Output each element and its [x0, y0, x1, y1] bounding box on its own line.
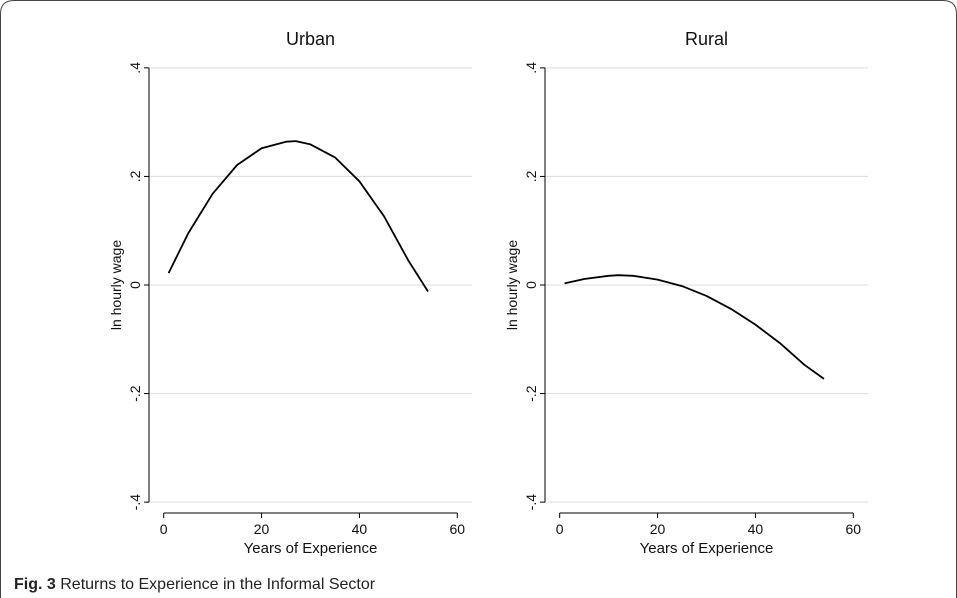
rural-y-tick-label-3: .2 — [523, 170, 539, 182]
urban-x-axis-label: Years of Experience — [244, 540, 378, 557]
urban-y-tick-label-1: -.2 — [127, 385, 143, 402]
rural-y-tick-label-4: .4 — [523, 62, 539, 74]
rural-series-line-0 — [564, 274, 825, 380]
rural-x-tick-label-0: 0 — [556, 521, 564, 537]
urban-y-tick-label-2: 0 — [127, 281, 143, 289]
rural-x-tick-label-2: 40 — [748, 521, 764, 537]
urban-series-line-0 — [167, 140, 429, 292]
figure-caption: Fig. 3 Returns to Experience in the Info… — [14, 576, 375, 594]
urban-y-tick-label-0: -.4 — [127, 494, 143, 511]
rural-panel: -.4 -.2 0 .2 .4 0 20 40 60 Rural Years of Experien… — [504, 29, 868, 557]
rural-x-axis-label: Years of Experience — [640, 540, 774, 557]
urban-y-tick-label-4: .4 — [127, 62, 143, 74]
urban-x-tick-label-3: 60 — [450, 521, 466, 537]
urban-x-tick-label-1: 20 — [254, 521, 270, 537]
urban-y-axis-label: ln hourly wage — [108, 240, 124, 330]
rural-chart-title: Rural — [685, 29, 728, 49]
rural-y-tick-label-2: 0 — [523, 281, 539, 289]
rural-x-tick-label-1: 20 — [650, 521, 666, 537]
caption-text: Returns to Experience in the Informal Se… — [60, 576, 376, 593]
urban-y-tick-label-3: .2 — [127, 170, 143, 182]
rural-y-tick-label-0: -.4 — [523, 494, 539, 511]
urban-chart-title: Urban — [286, 29, 335, 49]
rural-x-tick-label-3: 60 — [846, 521, 862, 537]
urban-x-tick-label-0: 0 — [160, 521, 168, 537]
rural-y-tick-label-1: -.2 — [523, 385, 539, 402]
rural-y-axis-label: ln hourly wage — [504, 240, 520, 330]
urban-panel: -.4 -.2 0 .2 .4 0 20 40 60 Urban Years of Experien… — [108, 29, 472, 557]
urban-x-tick-label-2: 40 — [352, 521, 368, 537]
caption-label: Fig. 3 — [14, 576, 56, 593]
